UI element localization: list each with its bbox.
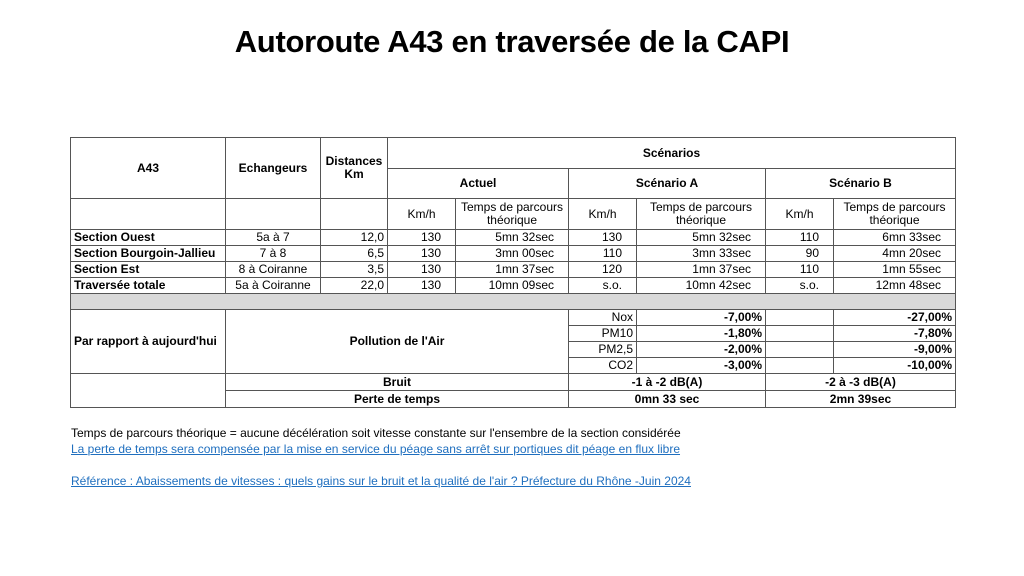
perte-a: 0mn 33 sec: [568, 390, 766, 408]
cell-echangeurs: 5a à 7: [225, 229, 321, 246]
pollutant-a: -3,00%: [636, 357, 766, 374]
pollutant-name: PM2,5: [568, 341, 637, 358]
cell-echangeurs: 7 à 8: [225, 245, 321, 262]
table-row: Traversée totale 5a à Coiranne 22,0 130 10mn…: [70, 277, 956, 294]
bruit-label: Bruit: [225, 373, 569, 391]
cell-a-temps: 5mn 32sec: [636, 229, 766, 246]
table-row: Section Ouest 5a à 7 12,0 130 5mn 32sec 130 5m…: [70, 229, 956, 246]
perte-b: 2mn 39sec: [765, 390, 956, 408]
header-scenarios: Scénarios: [387, 137, 956, 169]
cell-echangeurs: 8 à Coiranne: [225, 261, 321, 278]
header-temps: Temps de parcours théorique: [455, 198, 569, 230]
header-kmh: Km/h: [765, 198, 834, 230]
a43-table: A43 Echangeurs Distances Km Scénarios Ac…: [70, 137, 956, 408]
cell-a-kmh: 130: [568, 229, 637, 246]
cell-section: Section Bourgoin-Jallieu: [70, 245, 226, 262]
cell-actuel-kmh: 130: [387, 229, 456, 246]
cell-distance: 6,5: [320, 245, 388, 262]
cell-actuel-kmh: 130: [387, 245, 456, 262]
pollutant-b: -27,00%: [833, 309, 956, 326]
pollution-label: Pollution de l'Air: [225, 309, 569, 374]
cell-a-temps: 10mn 42sec: [636, 277, 766, 294]
perte-label: Perte de temps: [225, 390, 569, 408]
pollutant-a: -7,00%: [636, 309, 766, 326]
table-row: Section Bourgoin-Jallieu 7 à 8 6,5 130 3mn 0…: [70, 245, 956, 262]
cell-actuel-kmh: 130: [387, 261, 456, 278]
cell-b-temps: 4mn 20sec: [833, 245, 956, 262]
header-temps: Temps de parcours théorique: [636, 198, 766, 230]
cell-section: Section Ouest: [70, 229, 226, 246]
cell-actuel-kmh: 130: [387, 277, 456, 294]
cell-actuel-temps: 10mn 09sec: [455, 277, 569, 294]
cell-b-temps: 1mn 55sec: [833, 261, 956, 278]
cell-a-kmh: 120: [568, 261, 637, 278]
note-link-peage[interactable]: La perte de temps sera compensée par la …: [71, 442, 681, 456]
cell-b-temps: 6mn 33sec: [833, 229, 956, 246]
header-temps: Temps de parcours théorique: [833, 198, 956, 230]
cell-echangeurs: 5a à Coiranne: [225, 277, 321, 294]
header-actuel: Actuel: [387, 168, 569, 199]
table-row: Section Est 8 à Coiranne 3,5 130 1mn 37sec 12…: [70, 261, 956, 278]
cell-distance: 22,0: [320, 277, 388, 294]
notes: Temps de parcours théorique = aucune déc…: [71, 425, 691, 489]
cell-distance: 3,5: [320, 261, 388, 278]
cell-b-kmh: s.o.: [765, 277, 834, 294]
cell-a-temps: 3mn 33sec: [636, 245, 766, 262]
separator-row: [70, 293, 956, 310]
pollutant-b: -9,00%: [833, 341, 956, 358]
pollutant-a: -2,00%: [636, 341, 766, 358]
cell-a-temps: 1mn 37sec: [636, 261, 766, 278]
cell-actuel-temps: 3mn 00sec: [455, 245, 569, 262]
note-definition: Temps de parcours théorique = aucune déc…: [71, 426, 681, 440]
pollutant-name: Nox: [568, 309, 637, 326]
header-kmh: Km/h: [568, 198, 637, 230]
pollutant-name: PM10: [568, 325, 637, 342]
bruit-b: -2 à -3 dB(A): [765, 373, 956, 391]
impact-label: Par rapport à aujourd'hui: [70, 309, 226, 374]
cell-section: Section Est: [70, 261, 226, 278]
header-scenario-a: Scénario A: [568, 168, 766, 199]
cell-b-kmh: 110: [765, 229, 834, 246]
header-distances: Distances Km: [320, 137, 388, 199]
pollutant-b: -7,80%: [833, 325, 956, 342]
header-echangeurs: Echangeurs: [225, 137, 321, 199]
cell-section: Traversée totale: [70, 277, 226, 294]
cell-a-kmh: 110: [568, 245, 637, 262]
cell-a-kmh: s.o.: [568, 277, 637, 294]
header-scenario-b: Scénario B: [765, 168, 956, 199]
header-a43: A43: [70, 137, 226, 199]
cell-actuel-temps: 1mn 37sec: [455, 261, 569, 278]
cell-b-kmh: 90: [765, 245, 834, 262]
pollutant-b: -10,00%: [833, 357, 956, 374]
page-title: Autoroute A43 en traversée de la CAPI: [234, 24, 790, 59]
bruit-a: -1 à -2 dB(A): [568, 373, 766, 391]
pollutant-a: -1,80%: [636, 325, 766, 342]
reference-link[interactable]: Référence : Abaissements de vitesses : q…: [71, 474, 691, 488]
cell-actuel-temps: 5mn 32sec: [455, 229, 569, 246]
pollutant-name: CO2: [568, 357, 637, 374]
cell-distance: 12,0: [320, 229, 388, 246]
cell-b-kmh: 110: [765, 261, 834, 278]
header-kmh: Km/h: [387, 198, 456, 230]
cell-b-temps: 12mn 48sec: [833, 277, 956, 294]
